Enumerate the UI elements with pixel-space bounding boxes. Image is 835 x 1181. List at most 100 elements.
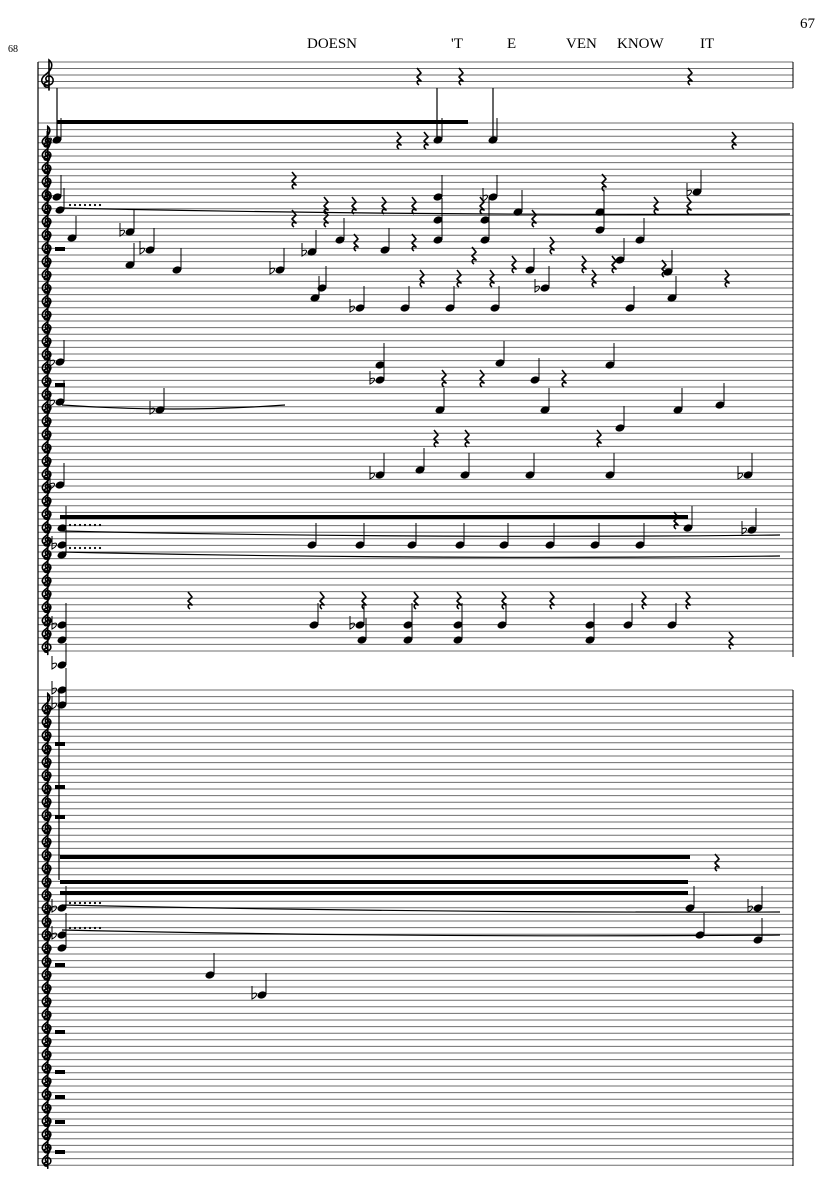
whole-rest xyxy=(55,1095,65,1099)
whole-rest xyxy=(55,815,65,819)
quarter-rest-icon xyxy=(661,259,667,278)
note-head xyxy=(480,236,490,244)
augmentation-dot xyxy=(83,203,87,207)
quarter-rest-icon xyxy=(471,246,477,265)
note-head xyxy=(55,398,65,406)
note-head xyxy=(663,268,673,276)
quarter-rest-icon xyxy=(187,591,193,610)
augmentation-dot xyxy=(98,926,102,930)
note-head xyxy=(460,471,470,479)
note-head xyxy=(480,216,490,224)
note-head xyxy=(585,636,595,644)
augmentation-dot xyxy=(88,926,92,930)
note-head xyxy=(455,541,465,549)
flat-icon xyxy=(119,223,125,237)
quarter-rest-icon xyxy=(489,269,495,288)
flat-icon xyxy=(51,681,57,695)
whole-rest xyxy=(55,1030,65,1034)
augmentation-dot xyxy=(98,901,102,905)
quarter-rest-icon xyxy=(731,131,737,150)
flat-icon xyxy=(369,371,375,385)
augmentation-dot xyxy=(73,523,77,527)
note-head xyxy=(673,406,683,414)
note-head xyxy=(435,406,445,414)
whole-rest xyxy=(55,1150,65,1154)
augmentation-dot xyxy=(78,901,82,905)
flat-icon xyxy=(51,536,57,550)
beam xyxy=(57,120,468,124)
flat-icon xyxy=(369,466,375,480)
flat-icon xyxy=(51,616,57,630)
measure-number: 68 xyxy=(8,44,18,55)
quarter-rest-icon xyxy=(464,429,470,448)
whole-rest xyxy=(55,742,65,746)
quarter-rest-icon xyxy=(653,196,659,215)
note-head xyxy=(275,266,285,274)
quarter-rest-icon xyxy=(596,429,602,448)
quarter-rest-icon xyxy=(561,369,567,388)
note-head xyxy=(692,188,702,196)
note-head xyxy=(433,216,443,224)
quarter-rest-icon xyxy=(456,269,462,288)
note-head xyxy=(683,524,693,532)
note-head xyxy=(52,193,62,201)
augmentation-dot xyxy=(98,523,102,527)
augmentation-dot xyxy=(73,926,77,930)
flat-icon xyxy=(46,188,52,202)
flat-icon xyxy=(482,188,488,202)
whole-rest xyxy=(55,1070,65,1074)
augmentation-dot xyxy=(73,203,77,207)
augmentation-dot xyxy=(78,203,82,207)
note-head xyxy=(307,541,317,549)
quarter-rest-icon xyxy=(416,67,422,86)
treble-clef-icon xyxy=(41,630,52,656)
treble-clef-icon xyxy=(40,58,54,91)
flat-icon xyxy=(139,241,145,255)
note-head xyxy=(57,686,67,694)
lyric-syllable: KNOW xyxy=(617,36,664,52)
augmentation-dot xyxy=(78,926,82,930)
note-head xyxy=(375,376,385,384)
note-head xyxy=(55,358,65,366)
note-head xyxy=(155,406,165,414)
note-head xyxy=(57,904,67,912)
beam xyxy=(60,891,688,895)
whole-rest xyxy=(55,1120,65,1124)
augmentation-dot xyxy=(93,523,97,527)
note-head xyxy=(355,304,365,312)
augmentation-dot xyxy=(93,926,97,930)
note-head xyxy=(375,471,385,479)
note-head xyxy=(57,551,67,559)
note-head xyxy=(615,424,625,432)
flat-icon xyxy=(51,696,57,710)
quarter-rest-icon xyxy=(479,369,485,388)
augmentation-dot xyxy=(68,901,72,905)
augmentation-dot xyxy=(93,203,97,207)
tie xyxy=(61,904,781,913)
flat-icon xyxy=(149,401,155,415)
augmentation-dot xyxy=(98,203,102,207)
treble-clef-icon xyxy=(41,1144,52,1169)
note-head xyxy=(595,226,605,234)
augmentation-dot xyxy=(88,523,92,527)
note-head xyxy=(433,136,443,144)
note-head xyxy=(310,294,320,302)
note-head xyxy=(205,971,215,979)
note-head xyxy=(57,661,67,669)
whole-rest xyxy=(55,785,65,789)
note-head xyxy=(407,541,417,549)
note-head xyxy=(615,256,625,264)
flat-icon xyxy=(251,986,257,1000)
note-head xyxy=(490,304,500,312)
note-head xyxy=(445,304,455,312)
flat-icon xyxy=(46,131,52,145)
flat-icon xyxy=(534,279,540,293)
augmentation-dot xyxy=(78,523,82,527)
flat-icon xyxy=(49,353,55,367)
augmentation-dot xyxy=(88,546,92,550)
note-head xyxy=(433,236,443,244)
note-head xyxy=(67,234,77,242)
note-head xyxy=(585,621,595,629)
flat-icon xyxy=(301,243,307,257)
augmentation-dot xyxy=(83,926,87,930)
